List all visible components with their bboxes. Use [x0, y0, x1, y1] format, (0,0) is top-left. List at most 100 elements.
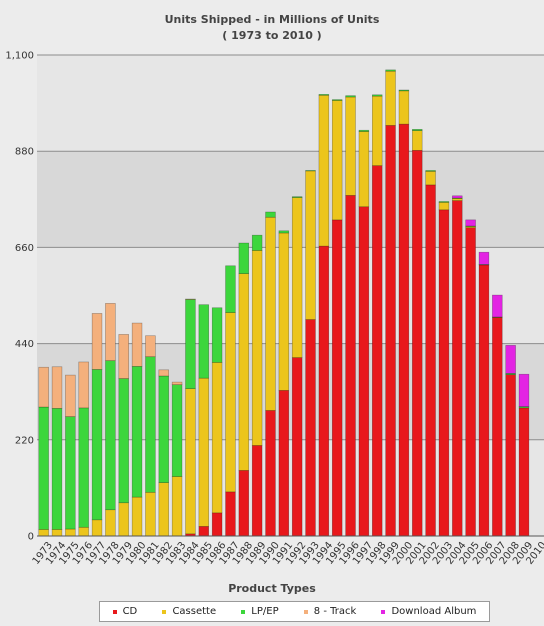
legend-item-cd[interactable]: CD [112, 606, 137, 617]
bar-cd-1989 [251, 445, 263, 537]
bar-8-track-1975 [65, 374, 76, 417]
bar-lp-ep-1988 [238, 242, 250, 274]
bar-cd-1997 [358, 206, 370, 537]
legend-item-cassette[interactable]: Cassette [162, 606, 216, 617]
bar-8-track-1973 [38, 366, 49, 408]
legend-swatch-cd [112, 609, 117, 614]
bar-lp-ep-1980 [131, 366, 143, 498]
y-tick-label: 880 [15, 147, 34, 158]
bar-cassette-1998 [372, 95, 383, 166]
bar-download-album-2006 [478, 251, 490, 265]
y-tick-label: 220 [15, 435, 34, 446]
bar-cassette-1985 [198, 377, 209, 527]
legend-label-8-track: 8 - Track [313, 606, 357, 617]
legend-label-lp-ep: LP/EP [251, 606, 279, 617]
bar-cd-1996 [345, 195, 356, 537]
bar-lp-ep-1997 [358, 129, 370, 132]
bar-cassette-1997 [358, 131, 370, 208]
bar-cassette-1984 [185, 388, 196, 535]
bar-lp-ep-1983 [171, 384, 183, 477]
bar-cassette-1995 [331, 100, 343, 221]
bar-lp-ep-1998 [372, 94, 383, 97]
bar-cassette-1982 [158, 482, 169, 537]
bar-cassette-1987 [225, 312, 236, 493]
y-tick-label: 1,100 [5, 51, 34, 62]
bar-8-track-1977 [91, 313, 103, 370]
bar-8-track-1981 [145, 335, 156, 358]
bar-lp-ep-1986 [211, 307, 223, 363]
bar-lp-ep-1994 [318, 94, 330, 96]
bar-download-album-2005 [465, 219, 476, 227]
bar-cassette-1980 [131, 496, 143, 537]
bar-lp-ep-1987 [225, 265, 236, 313]
bar-8-track-1980 [131, 322, 143, 367]
bar-cassette-1973 [38, 529, 49, 537]
bar-download-album-2008 [505, 345, 516, 374]
bar-cassette-1988 [238, 273, 250, 471]
bar-lp-ep-2000 [398, 89, 410, 92]
bar-cd-2003 [438, 209, 450, 537]
bar-cassette-1981 [145, 491, 156, 537]
bar-cassette-2001 [412, 130, 423, 151]
legend-swatch-lp-ep [241, 609, 246, 614]
bar-cassette-1991 [278, 232, 290, 391]
legend-item-download-album[interactable]: Download Album [381, 606, 476, 617]
bar-cd-2006 [478, 264, 490, 537]
bar-cassette-2003 [438, 202, 450, 211]
bar-8-track-1984 [185, 298, 196, 300]
bar-cd-1995 [331, 219, 343, 537]
bar-lp-ep-1981 [145, 356, 156, 493]
bar-8-track-1982 [158, 369, 169, 377]
bar-lp-ep-1976 [78, 407, 89, 528]
legend-label-download-album: Download Album [391, 606, 477, 617]
legend: CD Cassette LP/EP 8 - Track Download Alb… [99, 601, 490, 622]
bar-lp-ep-1974 [51, 408, 63, 530]
bar-download-album-2007 [492, 294, 503, 318]
bar-8-track-1978 [105, 303, 116, 361]
legend-swatch-cassette [162, 609, 167, 614]
bar-lp-ep-1973 [38, 406, 49, 530]
legend-label-cassette: Cassette [172, 606, 217, 617]
bar-lp-ep-1982 [158, 375, 169, 483]
bar-cassette-1975 [65, 528, 76, 537]
bar-cd-2005 [465, 227, 476, 537]
y-tick-label: 440 [15, 339, 34, 350]
bar-cassette-1989 [251, 250, 263, 446]
bar-cd-1988 [238, 470, 250, 537]
legend-item-lp-ep[interactable]: LP/EP [241, 606, 279, 617]
bar-cassette-2000 [398, 90, 410, 125]
bar-8-track-1979 [118, 334, 129, 379]
bar-cd-1985 [198, 526, 209, 537]
bar-8-track-1976 [78, 361, 89, 409]
bar-lp-ep-1992 [291, 196, 303, 198]
bar-cd-2004 [452, 200, 463, 537]
legend-item-8-track[interactable]: 8 - Track [303, 606, 357, 617]
bar-cassette-1999 [385, 70, 396, 126]
bar-lp-ep-1991 [278, 230, 290, 234]
bar-lp-ep-1984 [185, 299, 196, 389]
bar-8-track-1983 [171, 381, 183, 386]
bar-cassette-1978 [105, 509, 116, 537]
bar-cassette-1994 [318, 94, 330, 247]
chart-title: Units Shipped - in Millions of Units [164, 13, 380, 26]
bar-lp-ep-1985 [198, 304, 209, 379]
bar-lp-ep-2002 [425, 170, 436, 172]
bar-cd-2002 [425, 184, 436, 537]
bar-cd-1998 [372, 165, 383, 537]
bar-cassette-1979 [118, 502, 129, 537]
bar-cd-1994 [318, 245, 330, 537]
bar-cd-2001 [412, 150, 423, 537]
bar-cassette-1990 [265, 216, 276, 411]
bar-lp-ep-1978 [105, 360, 116, 511]
bar-cassette-1974 [51, 529, 63, 537]
bar-cd-2009 [518, 407, 530, 537]
bar-lp-ep-1977 [91, 369, 103, 521]
bar-lp-ep-1996 [345, 95, 356, 98]
bar-cd-2000 [398, 123, 410, 537]
x-axis-title: Product Types [228, 582, 316, 595]
stacked-bar-chart: 02204406608801,1001973197419751976197719… [5, 51, 544, 567]
legend-swatch-8-track [303, 609, 308, 614]
bar-cd-1999 [385, 125, 396, 537]
bar-cd-2007 [492, 317, 503, 537]
bar-cd-1991 [278, 390, 290, 537]
